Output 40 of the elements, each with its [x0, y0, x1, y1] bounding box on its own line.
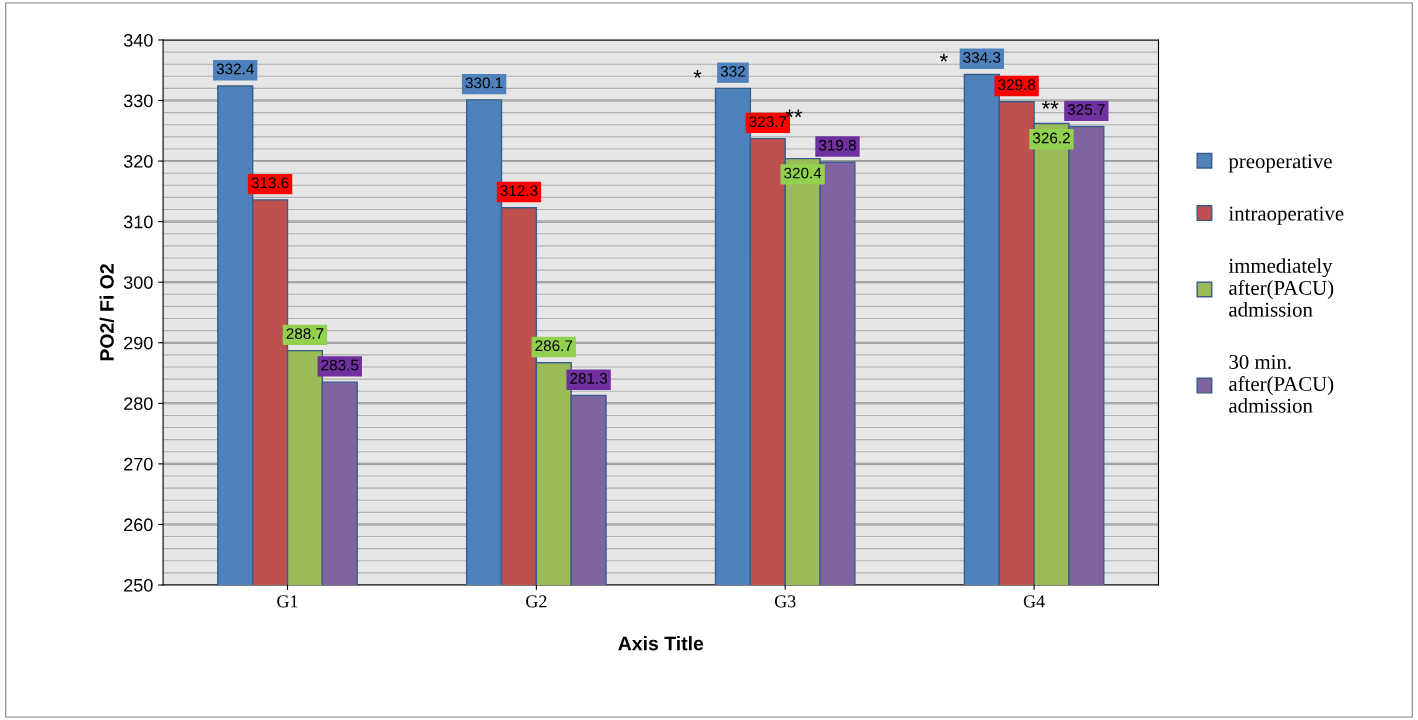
y-tick-label: 300 [123, 276, 153, 289]
legend-label: immediately after(PACU) admission [1228, 258, 1334, 317]
data-label: 330.1 [465, 77, 503, 89]
annotation: ** [785, 109, 803, 118]
data-label: 288.7 [286, 328, 324, 339]
x-tick-label: G3 [774, 595, 796, 608]
annotation: ** [1041, 100, 1059, 109]
data-label: 281.3 [570, 372, 608, 384]
y-tick-label: 320 [123, 155, 153, 168]
x-tick-label: G4 [1023, 595, 1045, 608]
y-tick-label: 280 [124, 397, 153, 411]
data-label: 313.6 [251, 177, 289, 189]
data-label: 286.7 [535, 340, 573, 352]
annotation: * [939, 53, 948, 62]
data-label: 334.3 [963, 52, 1001, 63]
legend-label: intraoperative [1228, 206, 1344, 225]
y-tick-label: 260 [124, 518, 153, 532]
x-tick-label: G1 [277, 595, 298, 608]
y-tick-label: 330 [123, 94, 153, 108]
x-tick-label: G2 [526, 595, 547, 608]
data-label: 332.4 [216, 63, 254, 75]
data-label: 332 [720, 65, 745, 77]
x-axis-title: Axis Title [618, 636, 704, 651]
y-tick-label: 270 [124, 457, 153, 471]
y-tick-label: 340 [123, 33, 153, 47]
data-label: 283.5 [321, 359, 359, 371]
y-tick-label: 290 [124, 336, 153, 350]
data-label: 325.7 [1067, 104, 1105, 115]
data-label: 326.2 [1032, 132, 1070, 144]
data-label: 329.8 [998, 79, 1036, 91]
y-tick-label: 250 [124, 578, 153, 592]
legend-label: preoperative [1228, 154, 1332, 173]
y-tick-label: 310 [123, 215, 153, 229]
data-label: 323.7 [749, 116, 787, 128]
y-axis-title: PO2/ Fi O2 [99, 264, 115, 361]
data-label: 312.3 [500, 185, 538, 197]
data-label: 319.8 [818, 139, 856, 151]
legend-label: 30 min. after(PACU) admission [1229, 354, 1334, 413]
annotation: * [693, 70, 702, 78]
data-label: 320.4 [784, 167, 822, 179]
